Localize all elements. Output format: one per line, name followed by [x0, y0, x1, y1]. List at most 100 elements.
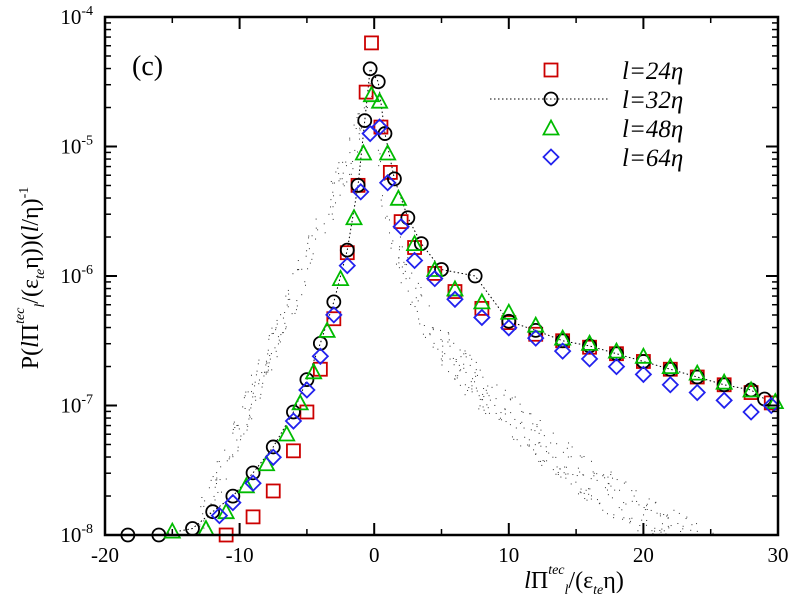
dotted-point — [203, 505, 205, 507]
dotted-point — [546, 460, 548, 462]
dotted-point — [232, 432, 234, 434]
dotted-point — [411, 301, 413, 303]
dotted-point — [315, 227, 317, 229]
dotted-point — [308, 235, 310, 237]
dotted-point — [258, 383, 260, 385]
dotted-point — [564, 466, 566, 468]
dotted-point — [202, 513, 204, 515]
dotted-point — [294, 312, 296, 314]
dotted-point — [610, 485, 612, 487]
legend-entry: l=64η — [542, 145, 683, 172]
dotted-point — [261, 386, 263, 388]
diamond-marker — [405, 251, 424, 270]
dotted-point — [455, 375, 457, 377]
dotted-point — [423, 325, 425, 327]
diamond-marker — [311, 347, 330, 366]
dotted-point — [264, 371, 266, 373]
dotted-point — [287, 306, 289, 308]
dotted-point — [282, 332, 284, 334]
dotted-point — [406, 264, 408, 266]
dotted-point — [663, 514, 665, 516]
dotted-point — [459, 349, 461, 351]
dotted-point — [349, 173, 351, 175]
dotted-point — [607, 482, 609, 484]
triangle-marker — [472, 292, 491, 310]
dotted-point — [333, 195, 335, 197]
dotted-point — [538, 460, 540, 462]
dotted-point — [402, 273, 404, 275]
dotted-point — [419, 323, 421, 325]
dotted-point — [559, 468, 561, 470]
dotted-point — [213, 495, 215, 497]
dotted-point — [214, 486, 216, 488]
dotted-point — [498, 418, 500, 420]
dotted-point — [580, 492, 582, 494]
dotted-point — [581, 456, 583, 458]
series-layer — [120, 35, 785, 543]
dotted-point — [371, 95, 373, 97]
dotted-point — [623, 502, 625, 504]
triangle-marker — [237, 476, 256, 494]
y-tick-label: 10-4 — [60, 4, 93, 29]
dotted-point — [486, 392, 488, 394]
dotted-point — [201, 496, 203, 498]
dotted-point — [380, 161, 382, 163]
dotted-point — [534, 430, 536, 432]
y-tick-label: 10-8 — [60, 522, 93, 547]
dotted-point — [331, 213, 333, 215]
dotted-point — [555, 473, 557, 475]
dotted-point — [654, 530, 656, 532]
triangle-marker — [362, 85, 381, 103]
dotted-point — [452, 357, 454, 359]
dotted-point — [471, 391, 473, 393]
dotted-point — [591, 495, 593, 497]
circle-marker — [555, 333, 571, 349]
triangle-marker — [389, 188, 408, 206]
dotted-point — [690, 529, 692, 531]
dotted-point — [204, 500, 206, 502]
circle-marker — [716, 377, 732, 393]
dotted-point — [570, 483, 572, 485]
dotted-point — [308, 248, 310, 250]
dotted-point — [440, 329, 442, 331]
dotted-point — [479, 369, 481, 371]
dotted-point — [395, 263, 397, 265]
dotted-point — [475, 375, 477, 377]
dotted-point — [552, 456, 554, 458]
dotted-point — [607, 476, 609, 478]
dotted-point — [428, 305, 430, 307]
dotted-point — [625, 481, 627, 483]
triangle-marker — [634, 346, 653, 364]
dotted-point — [247, 391, 249, 393]
dotted-point — [485, 413, 487, 415]
dotted-point — [682, 525, 684, 527]
dotted-point — [504, 408, 506, 410]
dotted-point — [623, 482, 625, 484]
dotted-point — [460, 369, 462, 371]
triangle-marker — [445, 279, 464, 297]
dotted-point — [469, 354, 471, 356]
dotted-point — [465, 353, 467, 355]
dotted-point — [216, 477, 218, 479]
diamond-marker — [580, 350, 599, 368]
triangle-marker — [163, 521, 182, 539]
dotted-point — [349, 137, 351, 139]
dotted-point — [618, 507, 620, 509]
dotted-point — [432, 327, 434, 329]
dotted-point — [604, 487, 606, 489]
dotted-point — [590, 498, 592, 500]
dotted-point — [606, 489, 608, 491]
dotted-point — [619, 489, 621, 491]
diamond-marker — [325, 306, 343, 324]
dotted-point — [590, 478, 592, 480]
dotted-point — [248, 418, 250, 420]
diamond-marker — [661, 376, 680, 394]
dotted-point — [568, 442, 570, 444]
dotted-point — [589, 488, 591, 490]
dotted-point — [487, 407, 489, 409]
dotted-point — [504, 413, 506, 415]
dotted-point — [262, 382, 264, 384]
dotted-point — [659, 529, 661, 531]
dotted-point — [260, 393, 262, 395]
